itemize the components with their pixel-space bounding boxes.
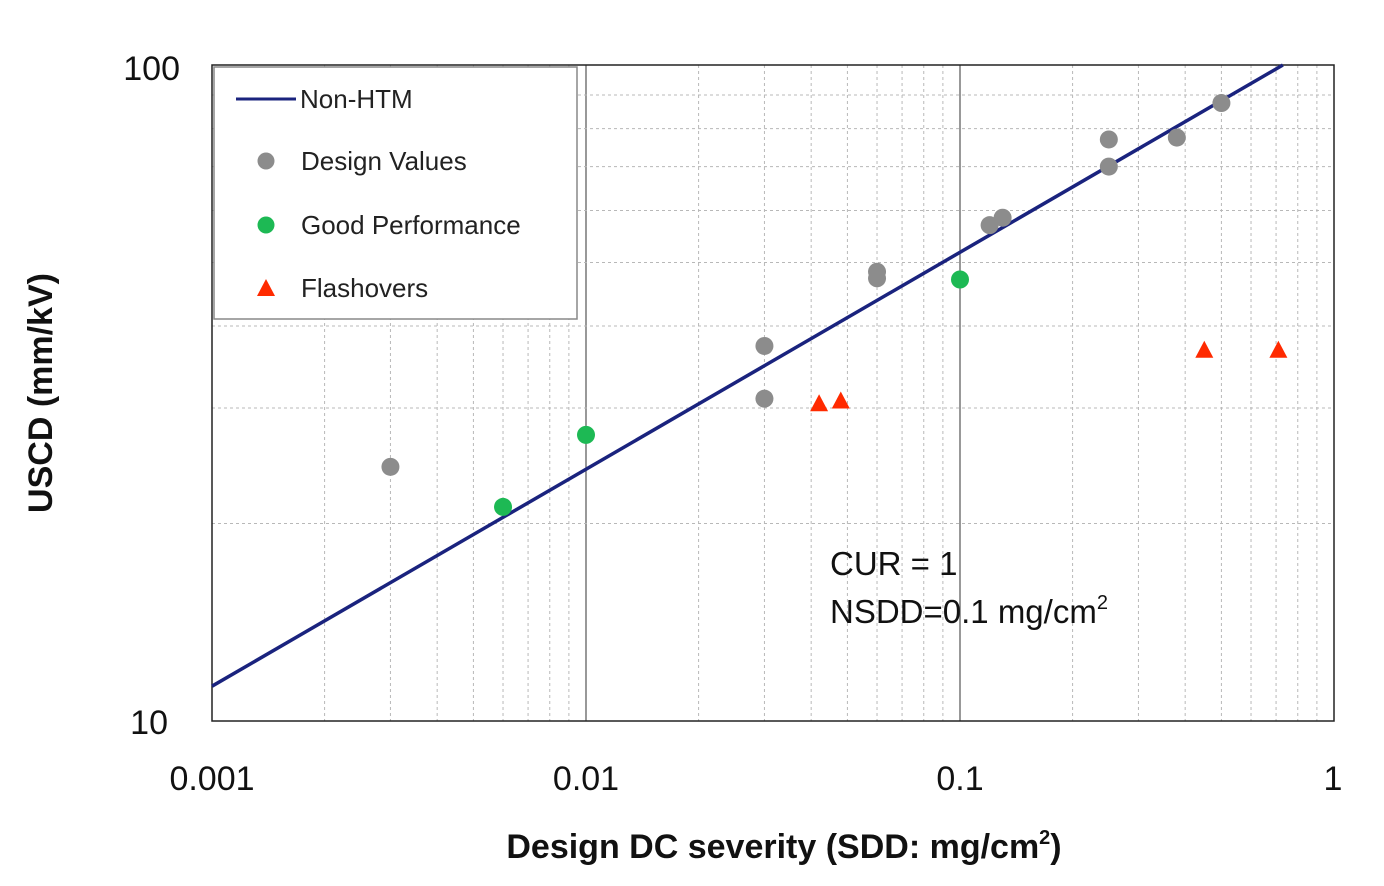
point-design-values (1167, 128, 1186, 147)
y-tick-label-100: 100 (123, 50, 180, 88)
point-flashovers (831, 391, 850, 409)
plot-frame (211, 64, 1335, 722)
point-design-values (1212, 94, 1231, 113)
annotation-nsdd: NSDD=0.1 mg/cm2 (830, 592, 1108, 630)
point-design-values (1099, 157, 1118, 176)
point-design-values (755, 389, 774, 408)
point-good-performance (494, 497, 513, 516)
x-tick-label-0.001: 0.001 (169, 760, 254, 798)
legend-label-design-values: Design Values (301, 146, 467, 176)
legend: Non-HTM Design Values Good Performance F… (213, 66, 578, 320)
y-axis-title: USCD (mm/kV) (22, 273, 60, 513)
annotation-cur: CUR = 1 (830, 545, 957, 582)
point-design-values (381, 457, 400, 476)
markers-layer (381, 94, 1288, 516)
legend-swatch-good-performance (257, 216, 275, 234)
annotation-nsdd-sup: 2 (1097, 592, 1108, 614)
point-flashovers (1195, 340, 1214, 358)
x-tick-label-0.01: 0.01 (553, 760, 619, 798)
legend-swatch-design-values (257, 152, 275, 170)
legend-label-good-performance: Good Performance (301, 210, 521, 240)
point-design-values (1099, 130, 1118, 149)
point-design-values (755, 336, 774, 355)
x-axis-title: Design DC severity (SDD: mg/cm2) (506, 827, 1061, 866)
legend-label-non-htm: Non-HTM (300, 84, 413, 114)
x-axis-title-sup: 2 (1039, 827, 1050, 849)
point-flashovers (810, 394, 829, 412)
annotation-nsdd-main: NSDD=0.1 mg/cm (830, 593, 1097, 630)
point-flashovers (1269, 340, 1288, 358)
legend-swatch-flashovers (257, 279, 275, 296)
x-tick-label-1: 1 (1324, 760, 1343, 798)
y-tick-label-10: 10 (130, 704, 168, 742)
legend-box (213, 66, 578, 320)
point-good-performance (951, 270, 969, 289)
point-design-values (868, 269, 887, 288)
x-axis-title-end: ) (1050, 828, 1061, 866)
legend-label-flashovers: Flashovers (301, 273, 428, 303)
x-axis-title-main: Design DC severity (SDD: mg/cm (506, 828, 1039, 866)
point-design-values (993, 208, 1012, 227)
x-tick-label-0.1: 0.1 (936, 760, 983, 798)
point-good-performance (577, 425, 595, 444)
